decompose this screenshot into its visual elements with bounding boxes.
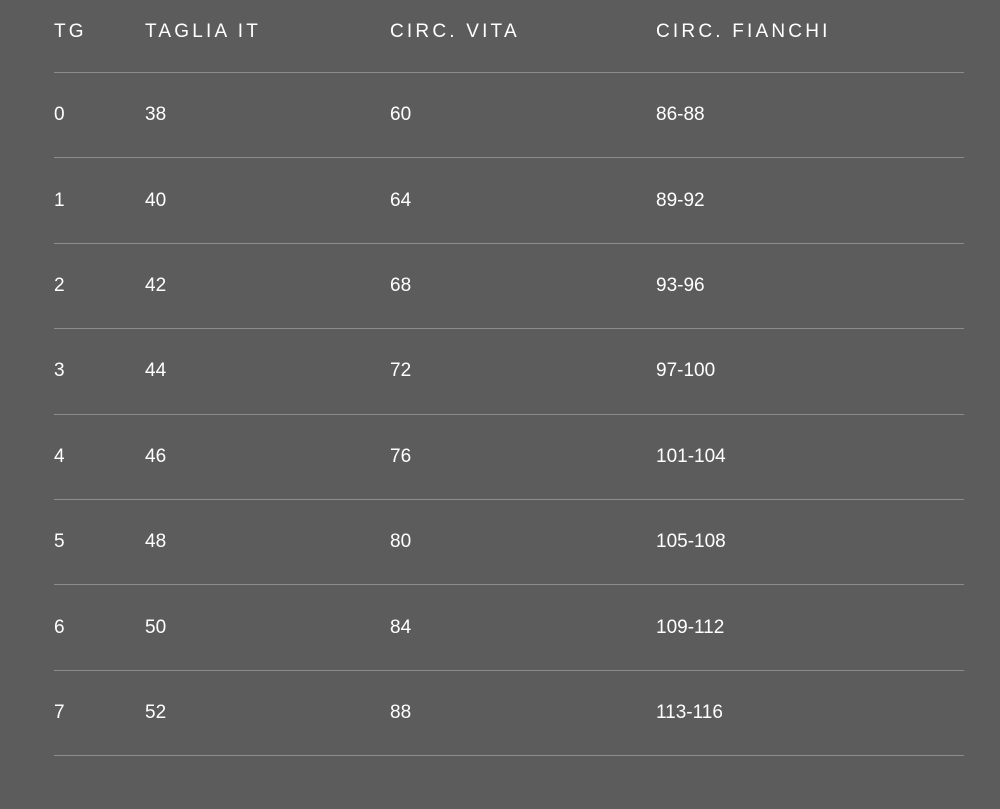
cell-tg: 3 xyxy=(54,360,65,382)
cell-taglia-it: 40 xyxy=(145,189,167,211)
cell-circ-fianchi: 86-88 xyxy=(656,104,705,126)
cell-taglia-it: 42 xyxy=(145,274,167,296)
cell-circ-fianchi: 113-116 xyxy=(656,701,723,723)
cell-circ-fianchi: 105-108 xyxy=(656,531,726,553)
table-row: 6 50 84 109-112 xyxy=(54,585,964,671)
size-chart-table: TG TAGLIA IT CIRC. VITA CIRC. FIANCHI 0 3… xyxy=(54,0,964,757)
table-row: 2 42 68 93-96 xyxy=(54,244,964,330)
table-row: 4 46 76 101-104 xyxy=(54,415,964,500)
cell-tg: 2 xyxy=(54,274,65,296)
cell-circ-fianchi: 89-92 xyxy=(656,189,705,211)
cell-circ-vita: 76 xyxy=(390,445,412,467)
cell-tg: 0 xyxy=(54,104,65,126)
cell-tg: 5 xyxy=(54,531,65,553)
cell-circ-fianchi: 97-100 xyxy=(656,360,716,382)
cell-circ-fianchi: 109-112 xyxy=(656,616,725,638)
table-row: 5 48 80 105-108 xyxy=(54,500,964,586)
cell-tg: 7 xyxy=(54,701,65,723)
cell-circ-vita: 80 xyxy=(390,531,412,553)
cell-tg: 6 xyxy=(54,616,65,638)
cell-taglia-it: 50 xyxy=(145,616,167,638)
cell-circ-vita: 60 xyxy=(390,104,412,126)
table-row: 3 44 72 97-100 xyxy=(54,329,964,415)
cell-tg: 1 xyxy=(54,189,65,211)
table-row: 0 38 60 86-88 xyxy=(54,73,964,159)
cell-taglia-it: 48 xyxy=(145,531,167,553)
cell-taglia-it: 38 xyxy=(145,104,167,126)
header-circ-fianchi: CIRC. FIANCHI xyxy=(656,21,831,42)
cell-taglia-it: 46 xyxy=(145,445,167,467)
header-circ-vita: CIRC. VITA xyxy=(390,21,520,42)
cell-circ-vita: 88 xyxy=(390,701,412,723)
cell-tg: 4 xyxy=(54,445,65,467)
cell-circ-fianchi: 101-104 xyxy=(656,445,726,467)
table-header: TG TAGLIA IT CIRC. VITA CIRC. FIANCHI xyxy=(54,0,964,73)
cell-circ-vita: 72 xyxy=(390,360,412,382)
cell-circ-vita: 68 xyxy=(390,274,412,296)
cell-taglia-it: 44 xyxy=(145,360,167,382)
table-row: 7 52 88 113-116 xyxy=(54,671,964,757)
table-row: 1 40 64 89-92 xyxy=(54,158,964,244)
header-taglia-it: TAGLIA IT xyxy=(145,21,262,42)
cell-circ-fianchi: 93-96 xyxy=(656,274,705,296)
header-tg: TG xyxy=(54,21,87,42)
cell-circ-vita: 64 xyxy=(390,189,412,211)
cell-taglia-it: 52 xyxy=(145,701,167,723)
cell-circ-vita: 84 xyxy=(390,616,412,638)
